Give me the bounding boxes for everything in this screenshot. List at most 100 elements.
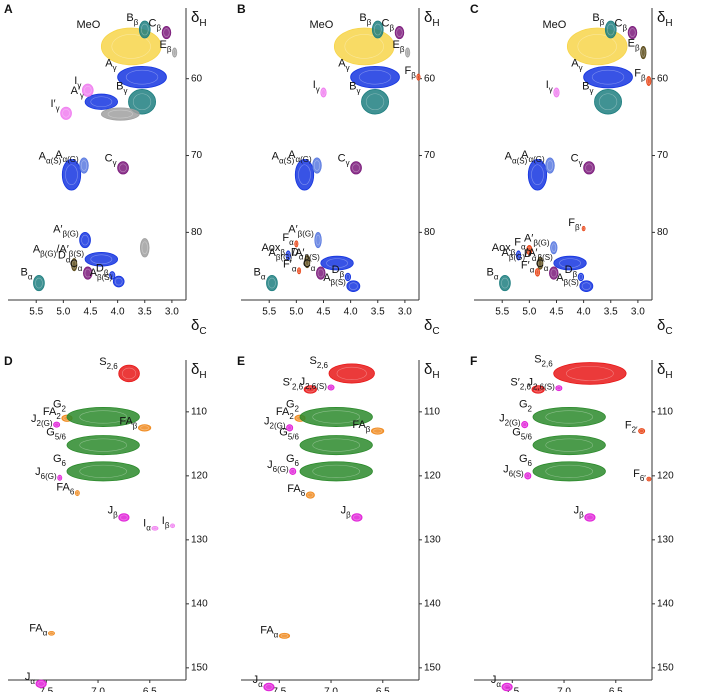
cross-peak bbox=[316, 266, 326, 280]
cross-peak bbox=[35, 679, 47, 689]
label-subscript: α bbox=[299, 252, 304, 261]
label: δH bbox=[191, 361, 207, 381]
contour-ring bbox=[326, 258, 348, 268]
contour-ring bbox=[268, 277, 276, 289]
cross-peak bbox=[524, 472, 532, 480]
label: Aβ(S) bbox=[90, 267, 113, 282]
label-text: FA bbox=[56, 481, 70, 493]
cross-peak bbox=[526, 245, 533, 256]
x-tick-label: 3.5 bbox=[604, 307, 618, 318]
label: Aβ(S) bbox=[556, 272, 579, 287]
label-text: FA bbox=[276, 406, 290, 418]
contour-ring bbox=[122, 367, 137, 380]
label-text: δ bbox=[657, 317, 665, 334]
cross-peak bbox=[33, 275, 45, 292]
contour-ring bbox=[516, 252, 521, 259]
contour-ring bbox=[35, 277, 43, 289]
contour-ring bbox=[373, 23, 382, 36]
label-text: B bbox=[126, 12, 133, 24]
label-text: C bbox=[303, 258, 311, 270]
contour-ring bbox=[606, 23, 615, 36]
label-text: A bbox=[272, 150, 280, 162]
label-text: J bbox=[35, 466, 41, 478]
contour-ring bbox=[90, 254, 113, 265]
panel: D7.57.06.5110120130140150δHδCS2,6FA2G2J2… bbox=[4, 354, 208, 692]
label-subscript: C bbox=[432, 326, 439, 337]
label-subscript: α(S) bbox=[46, 156, 62, 165]
label: S2,6 bbox=[309, 355, 328, 370]
label-text: A′ bbox=[524, 233, 533, 245]
label: MeO bbox=[309, 19, 333, 31]
label: Jα bbox=[491, 674, 502, 689]
label-text: A bbox=[90, 267, 98, 279]
label-text: MeO bbox=[542, 19, 566, 31]
cross-peak bbox=[137, 424, 152, 432]
label: Iβ bbox=[162, 515, 170, 530]
label-text: I bbox=[313, 79, 316, 91]
label-text: FA bbox=[260, 624, 274, 636]
label-text: J bbox=[341, 505, 347, 517]
label: Aoxβ bbox=[261, 242, 285, 257]
cross-peak bbox=[112, 275, 125, 288]
x-tick-label: 7.0 bbox=[91, 687, 105, 692]
label-subscript: β bbox=[367, 18, 372, 27]
label-text: δ bbox=[657, 9, 665, 26]
label-text: A bbox=[269, 247, 277, 259]
label: Bβ bbox=[126, 12, 138, 27]
cross-peak bbox=[71, 258, 78, 272]
cross-peak bbox=[151, 526, 159, 531]
y-tick-label: 120 bbox=[657, 470, 674, 481]
label-subscript: γ bbox=[549, 85, 553, 94]
label: MeO bbox=[542, 19, 566, 31]
label-text: δ bbox=[424, 9, 432, 26]
label: Jα bbox=[25, 671, 36, 686]
panel-letter: A bbox=[4, 2, 13, 16]
x-tick-label: 7.0 bbox=[557, 687, 571, 692]
cross-peak bbox=[299, 435, 373, 456]
label-subscript: α(S) bbox=[512, 156, 528, 165]
cross-peak bbox=[532, 406, 606, 427]
label-text: C bbox=[536, 258, 544, 270]
label: Cβ bbox=[149, 17, 162, 32]
y-tick-label: 60 bbox=[424, 73, 436, 84]
contour-ring bbox=[538, 258, 543, 268]
label-subscript: α bbox=[521, 242, 526, 251]
x-tick-label: 5.0 bbox=[56, 307, 70, 318]
y-tick-label: 130 bbox=[191, 534, 208, 545]
contour-ring bbox=[120, 514, 128, 521]
cross-peak bbox=[266, 275, 278, 292]
contour-ring bbox=[81, 234, 89, 246]
label-text: A bbox=[33, 243, 41, 255]
contour-ring bbox=[417, 74, 420, 80]
label: Dα bbox=[291, 246, 304, 261]
y-tick-label: 70 bbox=[191, 150, 203, 161]
x-tick-label: 7.5 bbox=[39, 687, 53, 692]
label-text: Aox bbox=[261, 242, 280, 254]
cross-peak bbox=[66, 461, 140, 482]
y-tick-label: 80 bbox=[657, 227, 669, 238]
x-tick-label: 5.5 bbox=[29, 307, 43, 318]
label-subscript: 2,6 bbox=[317, 360, 329, 369]
contour-ring bbox=[286, 252, 290, 259]
contour-ring bbox=[546, 160, 554, 171]
cross-peak bbox=[501, 682, 513, 692]
label-text: S bbox=[534, 353, 541, 365]
x-tick-label: 3.0 bbox=[398, 307, 412, 318]
label-text: G bbox=[286, 398, 295, 410]
y-tick-label: 130 bbox=[657, 534, 674, 545]
label-text: G bbox=[53, 453, 62, 465]
cross-peak bbox=[361, 89, 390, 115]
label: Iγ bbox=[546, 79, 553, 94]
label-subscript: β bbox=[165, 520, 170, 529]
label: Dα bbox=[58, 249, 71, 264]
y-tick-label: 70 bbox=[424, 150, 436, 161]
label: Jβ bbox=[341, 505, 352, 520]
cross-peak bbox=[263, 682, 275, 692]
label-subscript: 6(S) bbox=[509, 469, 524, 478]
contour-ring bbox=[140, 425, 149, 431]
y-tick-label: 140 bbox=[424, 598, 441, 609]
label: J6(G) bbox=[267, 459, 289, 474]
cross-peak bbox=[118, 364, 140, 383]
label: Iα bbox=[143, 517, 151, 532]
